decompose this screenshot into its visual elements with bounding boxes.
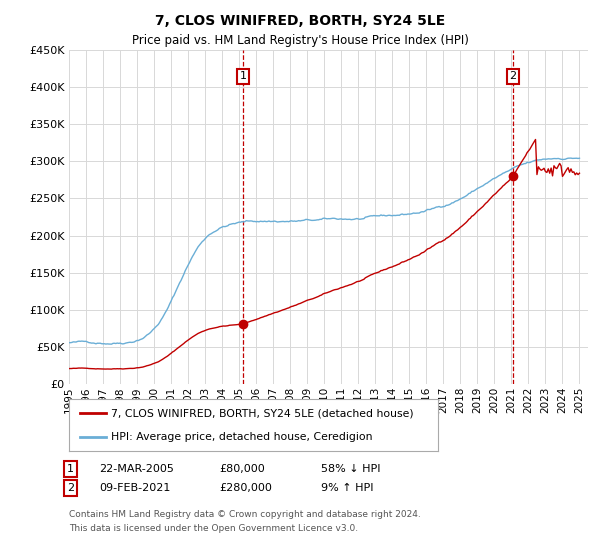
Text: £280,000: £280,000 [219, 483, 272, 493]
Text: Price paid vs. HM Land Registry's House Price Index (HPI): Price paid vs. HM Land Registry's House … [131, 34, 469, 46]
Text: This data is licensed under the Open Government Licence v3.0.: This data is licensed under the Open Gov… [69, 524, 358, 533]
Text: 2: 2 [67, 483, 74, 493]
Text: 7, CLOS WINIFRED, BORTH, SY24 5LE: 7, CLOS WINIFRED, BORTH, SY24 5LE [155, 14, 445, 28]
Text: 22-MAR-2005: 22-MAR-2005 [99, 464, 174, 474]
Text: £80,000: £80,000 [219, 464, 265, 474]
Text: 58% ↓ HPI: 58% ↓ HPI [321, 464, 380, 474]
Text: 1: 1 [239, 71, 247, 81]
Text: 7, CLOS WINIFRED, BORTH, SY24 5LE (detached house): 7, CLOS WINIFRED, BORTH, SY24 5LE (detac… [112, 408, 414, 418]
Text: 9% ↑ HPI: 9% ↑ HPI [321, 483, 373, 493]
Text: HPI: Average price, detached house, Ceredigion: HPI: Average price, detached house, Cere… [112, 432, 373, 442]
Text: 09-FEB-2021: 09-FEB-2021 [99, 483, 170, 493]
Text: 1: 1 [67, 464, 74, 474]
Text: 2: 2 [509, 71, 517, 81]
Text: Contains HM Land Registry data © Crown copyright and database right 2024.: Contains HM Land Registry data © Crown c… [69, 510, 421, 519]
